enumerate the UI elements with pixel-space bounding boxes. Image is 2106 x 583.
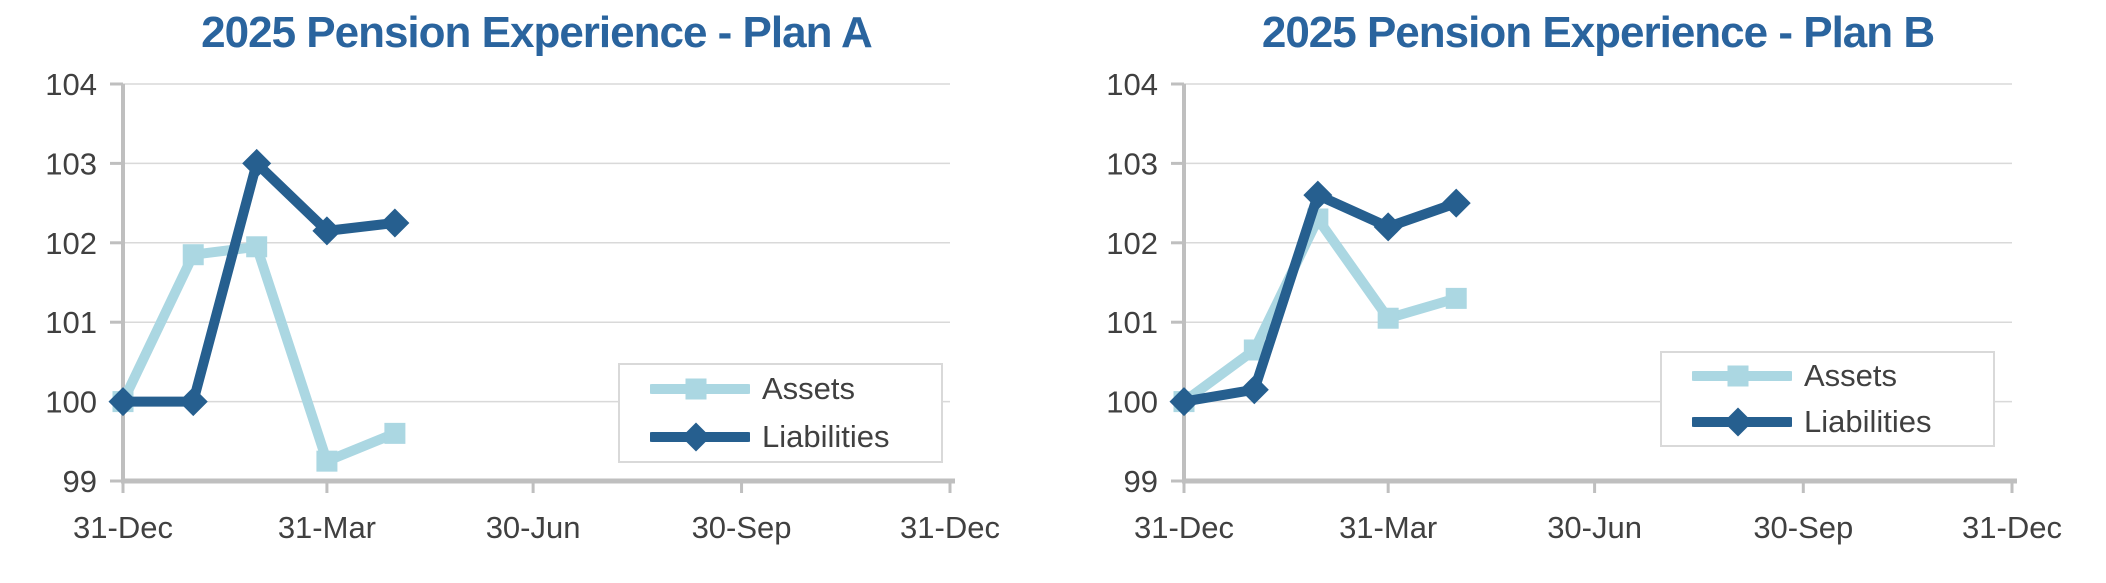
legend-label-liabilities: Liabilities: [762, 419, 890, 454]
svg-text:103: 103: [1106, 146, 1158, 181]
chart-title-plan-b: 2025 Pension Experience - Plan B: [1261, 8, 1935, 57]
legend-item-liabilities: Liabilities: [620, 413, 941, 461]
liabilities-line-sample-icon: [1692, 407, 1792, 437]
y-axis: 99 100 101 102 103 104: [1106, 67, 1186, 499]
legend-item-assets: Assets: [1662, 353, 1993, 399]
series-assets: [112, 236, 406, 472]
svg-text:31-Dec: 31-Dec: [900, 510, 1000, 545]
svg-text:101: 101: [1106, 305, 1158, 340]
svg-text:99: 99: [1124, 464, 1158, 499]
legend-label-assets: Assets: [762, 371, 856, 406]
svg-text:101: 101: [45, 305, 97, 340]
svg-text:31-Dec: 31-Dec: [1962, 510, 2062, 545]
plot-area-plan-b: 99 100 101 102 103 104 31-Dec 31-Mar 30-Jun 30-Se…: [1106, 67, 2062, 545]
liabilities-line-sample-icon: [650, 422, 750, 452]
svg-text:31-Dec: 31-Dec: [73, 510, 173, 545]
svg-text:30-Jun: 30-Jun: [1547, 510, 1642, 545]
y-axis: 99 100 101 102 103 104: [45, 67, 125, 499]
series-liabilities: [108, 148, 410, 417]
svg-text:30-Sep: 30-Sep: [692, 510, 792, 545]
svg-text:100: 100: [1106, 385, 1158, 420]
legend-label-liabilities: Liabilities: [1804, 404, 1932, 439]
svg-text:100: 100: [45, 385, 97, 420]
svg-text:31-Dec: 31-Dec: [1134, 510, 1234, 545]
assets-line-sample-icon: [1692, 365, 1792, 387]
svg-text:31-Mar: 31-Mar: [1339, 510, 1437, 545]
chart-title-plan-a: 2025 Pension Experience - Plan A: [201, 8, 873, 57]
series-liabilities: [1169, 180, 1471, 417]
plot-area-plan-a: 99 100 101 102 103 104 31-Dec 31-Mar 30-Jun 30-Se…: [45, 67, 1000, 545]
svg-text:104: 104: [45, 67, 97, 102]
legend-plan-a: Assets Liabilities: [618, 363, 943, 463]
series-assets: [1173, 208, 1467, 413]
svg-text:102: 102: [1106, 226, 1158, 261]
chart-plan-a: 2025 Pension Experience - Plan A 99 100 10…: [45, 8, 1000, 545]
assets-line-sample-icon: [650, 378, 750, 400]
chart-plan-b: 2025 Pension Experience - Plan B 99 100 10…: [1053, 0, 2106, 583]
legend-plan-b: Assets Liabilities: [1660, 351, 1995, 447]
svg-text:104: 104: [1106, 67, 1158, 102]
legend-item-assets: Assets: [620, 365, 941, 413]
svg-text:30-Jun: 30-Jun: [486, 510, 581, 545]
svg-text:31-Mar: 31-Mar: [278, 510, 376, 545]
legend-label-assets: Assets: [1804, 358, 1898, 393]
svg-text:102: 102: [45, 226, 97, 261]
x-axis: 31-Dec 31-Mar 30-Jun 30-Sep 31-Dec: [1134, 478, 2062, 545]
svg-text:30-Sep: 30-Sep: [1753, 510, 1853, 545]
x-axis: 31-Dec 31-Mar 30-Jun 30-Sep 31-Dec: [73, 478, 1000, 545]
legend-item-liabilities: Liabilities: [1662, 399, 1993, 445]
svg-text:99: 99: [63, 464, 97, 499]
svg-text:103: 103: [45, 146, 97, 181]
